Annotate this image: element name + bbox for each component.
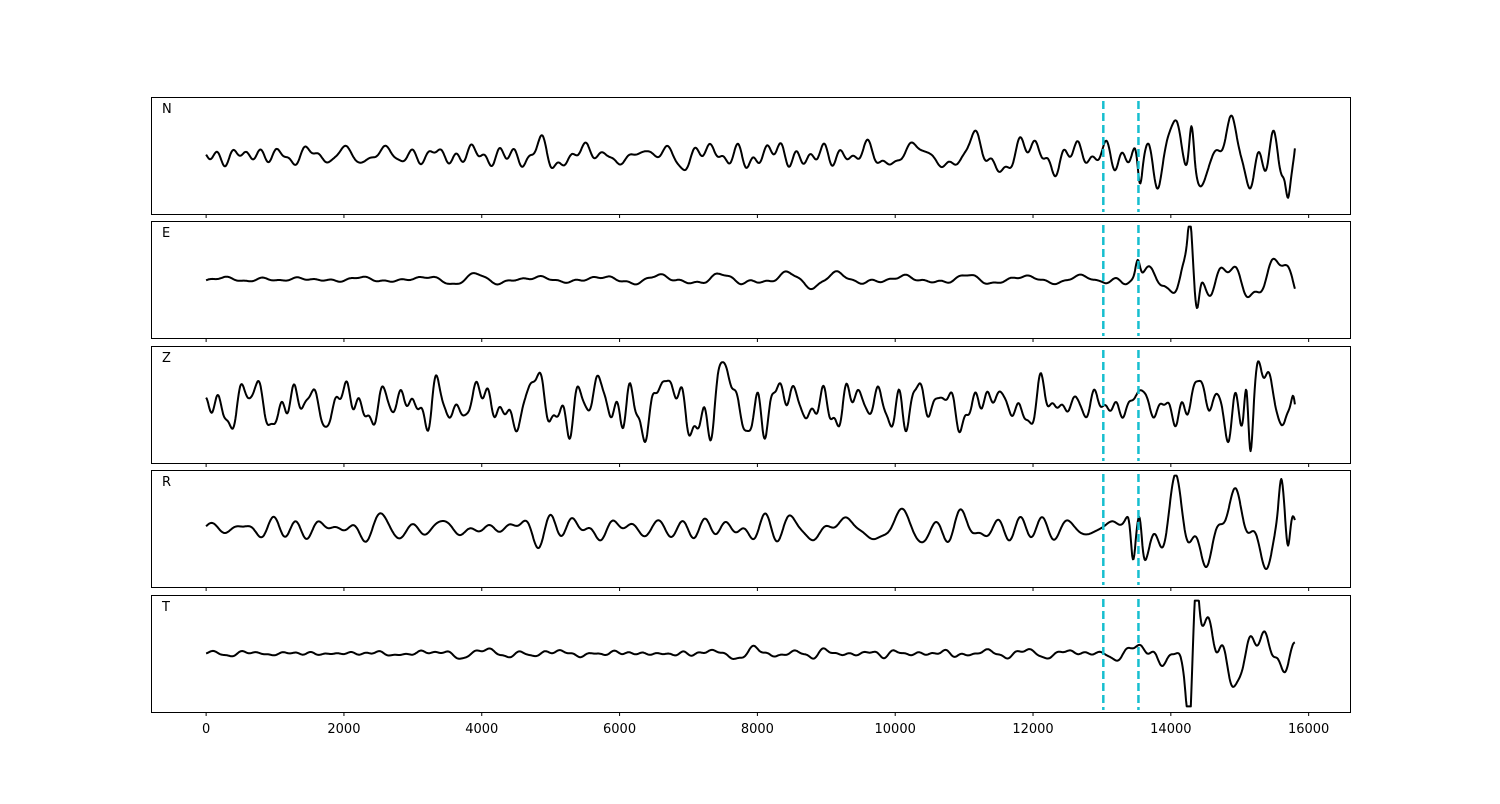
panel-label-t: T: [161, 600, 170, 615]
x-tick-label: 8000: [741, 722, 774, 737]
trace-z: [205, 360, 1296, 453]
panel-label-z: Z: [162, 351, 171, 366]
panel-t: T: [151, 595, 1351, 716]
x-tick-label: 0: [202, 722, 210, 737]
x-tick-label: 16000: [1288, 722, 1329, 737]
panel-frame: [151, 346, 1351, 464]
panel-n: N: [151, 97, 1351, 218]
trace-t: [205, 599, 1296, 708]
x-tick-label: 4000: [465, 722, 498, 737]
x-tick-label: 6000: [603, 722, 636, 737]
panel-frame: [151, 97, 1351, 215]
trace-n: [205, 114, 1296, 199]
panel-label-n: N: [162, 102, 172, 117]
panel-z: Z: [151, 346, 1351, 467]
x-tick-label: 12000: [1012, 722, 1053, 737]
panel-label-r: R: [162, 475, 171, 490]
trace-e: [205, 225, 1296, 309]
x-tick-label: 10000: [875, 722, 916, 737]
panel-r: R: [151, 470, 1351, 591]
panel-frame: [151, 221, 1351, 339]
x-tick-label: 2000: [327, 722, 360, 737]
panel-frame: [151, 470, 1351, 588]
x-tick-label: 14000: [1150, 722, 1191, 737]
panel-frame: [151, 595, 1351, 713]
panel-e: E: [151, 221, 1351, 342]
panel-label-e: E: [162, 226, 170, 241]
trace-r: [205, 474, 1296, 570]
